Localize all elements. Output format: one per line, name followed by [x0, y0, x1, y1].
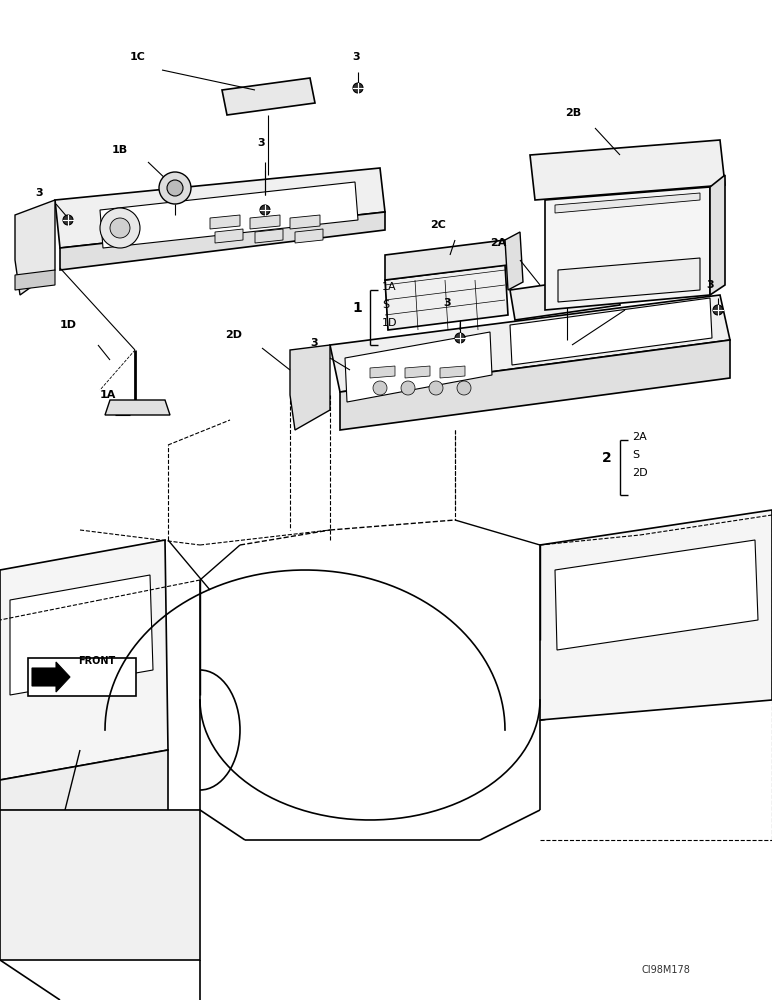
Polygon shape: [555, 540, 758, 650]
Circle shape: [373, 381, 387, 395]
Circle shape: [457, 381, 471, 395]
Polygon shape: [558, 258, 700, 302]
Polygon shape: [0, 750, 168, 840]
Text: 2B: 2B: [565, 108, 581, 118]
Polygon shape: [505, 232, 523, 290]
Circle shape: [100, 208, 140, 248]
Text: FRONT: FRONT: [78, 656, 115, 666]
Polygon shape: [440, 366, 465, 378]
Polygon shape: [555, 193, 700, 213]
Text: S: S: [382, 300, 389, 310]
Polygon shape: [28, 658, 136, 696]
Polygon shape: [405, 366, 430, 378]
Circle shape: [713, 305, 723, 315]
Text: 1C: 1C: [130, 52, 146, 62]
Circle shape: [159, 172, 191, 204]
Polygon shape: [255, 229, 283, 243]
Polygon shape: [370, 366, 395, 378]
Polygon shape: [215, 229, 243, 243]
Text: CI98M178: CI98M178: [642, 965, 691, 975]
Text: 2D: 2D: [632, 468, 648, 478]
Polygon shape: [10, 575, 153, 695]
Text: 1B: 1B: [112, 145, 128, 155]
Polygon shape: [290, 215, 320, 229]
Text: 3: 3: [257, 138, 265, 148]
Text: 2C: 2C: [430, 220, 446, 230]
Polygon shape: [530, 140, 725, 200]
Text: S: S: [632, 450, 639, 460]
Text: 1: 1: [352, 301, 362, 315]
Text: 3: 3: [443, 298, 451, 308]
Polygon shape: [0, 810, 200, 960]
Text: 1A: 1A: [100, 390, 117, 400]
Polygon shape: [0, 540, 168, 780]
Circle shape: [353, 83, 363, 93]
Polygon shape: [540, 510, 772, 720]
Text: 2A: 2A: [632, 432, 647, 442]
Text: 2: 2: [602, 451, 611, 465]
Polygon shape: [32, 662, 70, 692]
Polygon shape: [60, 212, 385, 270]
Circle shape: [63, 215, 73, 225]
Polygon shape: [385, 240, 508, 280]
Text: 1D: 1D: [60, 320, 77, 330]
Polygon shape: [250, 215, 280, 229]
Polygon shape: [340, 340, 730, 430]
Text: 3: 3: [352, 52, 360, 62]
Polygon shape: [510, 298, 712, 365]
Text: 2D: 2D: [225, 330, 242, 340]
Text: 3: 3: [310, 338, 317, 348]
Text: 1A: 1A: [382, 282, 397, 292]
Polygon shape: [105, 400, 170, 415]
Polygon shape: [710, 175, 725, 295]
Polygon shape: [290, 345, 330, 430]
Polygon shape: [510, 275, 620, 320]
Text: 3: 3: [35, 188, 42, 198]
Polygon shape: [295, 229, 323, 243]
Polygon shape: [15, 200, 55, 295]
Polygon shape: [55, 168, 385, 248]
Text: 3: 3: [706, 280, 713, 290]
Polygon shape: [210, 215, 240, 229]
Polygon shape: [222, 78, 315, 115]
Circle shape: [167, 180, 183, 196]
Polygon shape: [385, 265, 508, 330]
Circle shape: [260, 205, 270, 215]
Circle shape: [429, 381, 443, 395]
Text: 2A: 2A: [490, 238, 506, 248]
Polygon shape: [100, 182, 358, 248]
Circle shape: [110, 218, 130, 238]
Circle shape: [455, 333, 465, 343]
Circle shape: [401, 381, 415, 395]
Text: 1D: 1D: [382, 318, 398, 328]
Polygon shape: [330, 295, 730, 392]
Polygon shape: [345, 332, 492, 402]
Polygon shape: [545, 187, 710, 310]
Polygon shape: [15, 270, 55, 290]
